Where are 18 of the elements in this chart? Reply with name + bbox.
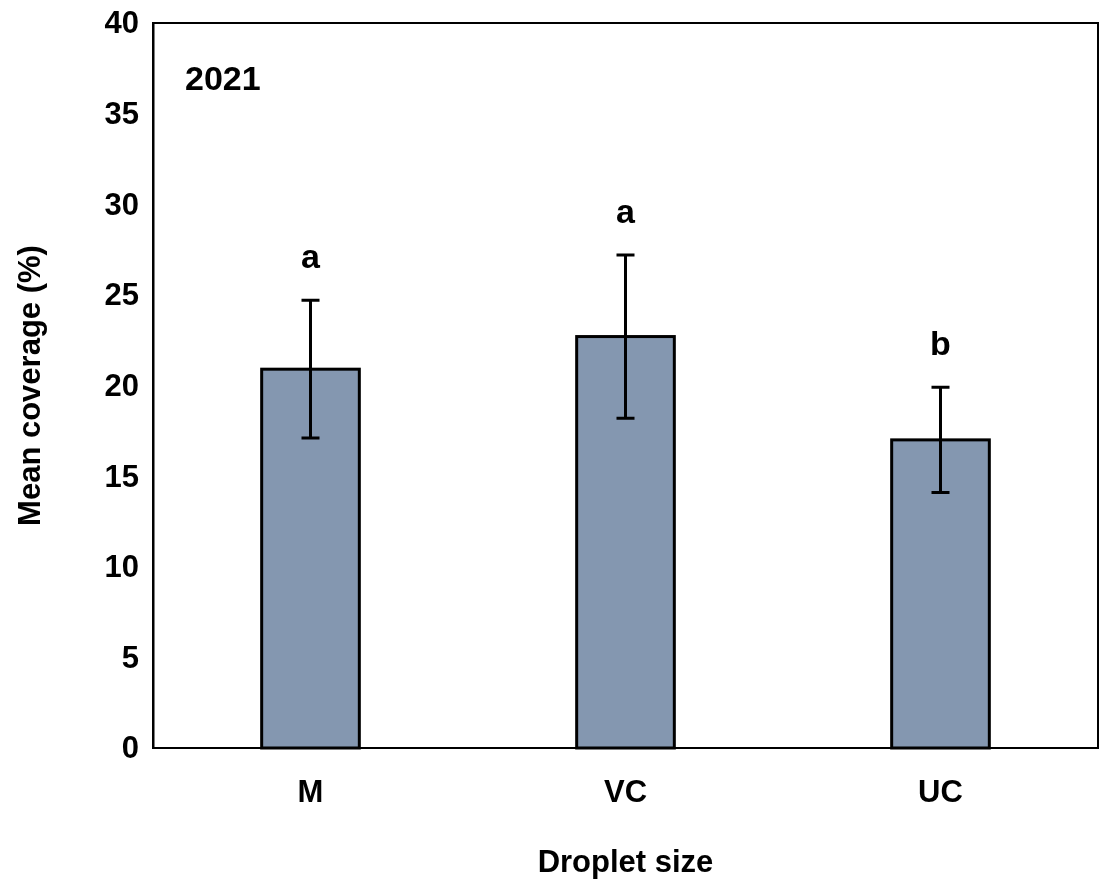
annotation: b (930, 324, 951, 363)
annotation: a (616, 192, 637, 230)
y-tick-label: 25 (104, 277, 139, 313)
x-axis-title: Droplet size (537, 844, 714, 879)
annotation: 2021 (185, 59, 261, 97)
y-tick-label: 5 (121, 639, 139, 675)
y-axis-title: Mean coverage (%) (12, 245, 47, 526)
x-tick-label: VC (603, 774, 648, 810)
y-tick-label: 20 (104, 367, 139, 403)
y-tick-label: 30 (104, 186, 139, 222)
y-tick-label: 15 (104, 458, 139, 494)
annotation: a (301, 237, 322, 276)
x-tick-label: M (297, 774, 324, 810)
y-tick-label: 40 (104, 5, 139, 41)
x-tick-label: UC (918, 774, 963, 810)
y-tick-label: 0 (121, 730, 139, 766)
y-tick-label: 10 (104, 549, 139, 585)
y-tick-label: 35 (104, 96, 139, 132)
